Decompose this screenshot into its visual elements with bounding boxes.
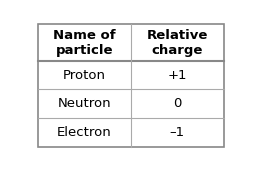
Text: Neutron: Neutron xyxy=(57,97,111,110)
Text: Name of
particle: Name of particle xyxy=(53,29,115,57)
Text: Proton: Proton xyxy=(62,69,105,82)
Text: Electron: Electron xyxy=(57,126,111,139)
Text: +1: +1 xyxy=(167,69,186,82)
Text: 0: 0 xyxy=(172,97,181,110)
Text: –1: –1 xyxy=(169,126,184,139)
Text: Relative
charge: Relative charge xyxy=(146,29,207,57)
